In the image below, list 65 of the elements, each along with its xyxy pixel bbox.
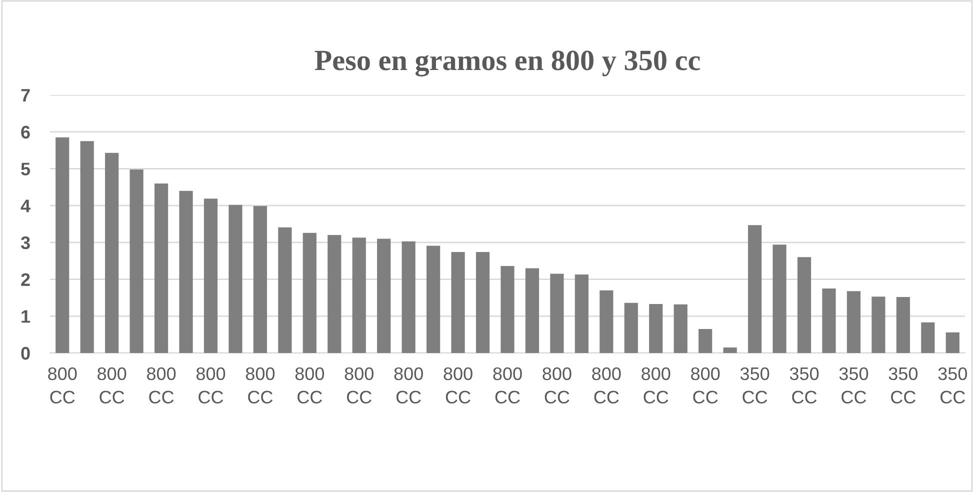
bar [80,141,94,353]
bar [154,183,168,353]
bar [946,332,960,353]
x-tick-label: 800 CC [642,367,670,404]
bar [352,238,366,353]
bar [228,204,242,353]
x-tick-label: 800 CC [394,367,423,404]
bar [426,246,440,353]
x-tick-label: 800 CC [295,367,324,404]
bar [476,252,490,353]
bar [525,268,540,353]
bar [624,302,638,353]
x-tick-label: 800 CC [246,367,275,404]
bar [402,241,416,353]
x-tick-label: 350 CC [740,367,770,404]
y-tick-label: 0 [21,346,30,360]
x-tick-label: 350 CC [938,367,967,404]
bar [723,347,737,353]
bar [600,290,614,353]
x-tick-label: 350 CC [839,367,868,404]
bar [105,152,119,353]
bar [822,288,836,353]
bar [179,190,193,353]
x-tick-label: 350 CC [790,367,819,404]
y-tick-label: 5 [21,162,30,176]
x-tick-label: 800 CC [592,367,621,404]
x-tick-label: 800 CC [98,367,126,404]
y-tick-label: 4 [20,200,30,212]
bar [649,304,663,353]
x-tick-label: 800 CC [542,367,572,404]
bar [56,137,70,353]
y-tick-label: 7 [21,89,30,102]
bar [846,291,861,353]
x-tick-label: 800 CC [344,367,374,404]
x-tick-label: 800 CC [493,367,522,404]
x-tick-label: 800 CC [147,367,176,404]
bar [328,235,342,353]
bar [130,169,144,353]
bar [748,225,762,353]
x-tick-label: 800 CC [444,367,472,404]
bar [896,296,910,353]
bar [500,266,514,353]
y-tick-label: 3 [20,236,30,250]
bar [674,304,688,353]
bar [921,322,935,353]
y-tick-label: 2 [21,273,30,286]
bar [574,274,588,353]
bar [377,238,391,353]
y-tick-label: 6 [21,126,30,139]
bar [797,257,812,353]
x-tick-label: 800 CC [691,367,720,404]
x-tick-label: 800 CC [48,367,77,404]
chart-title: Peso en gramos en 800 y 350 cc [314,50,700,76]
bar [204,198,218,353]
bar [698,329,712,353]
bar [278,227,292,353]
bar [451,252,465,353]
bar [872,296,886,353]
bar [772,244,786,353]
bar [302,232,316,353]
bar [253,206,268,353]
x-tick-label: 350 CC [888,367,918,404]
y-tick-label: 1 [22,310,30,323]
x-tick-label: 800 CC [196,367,226,404]
bar [550,274,564,353]
